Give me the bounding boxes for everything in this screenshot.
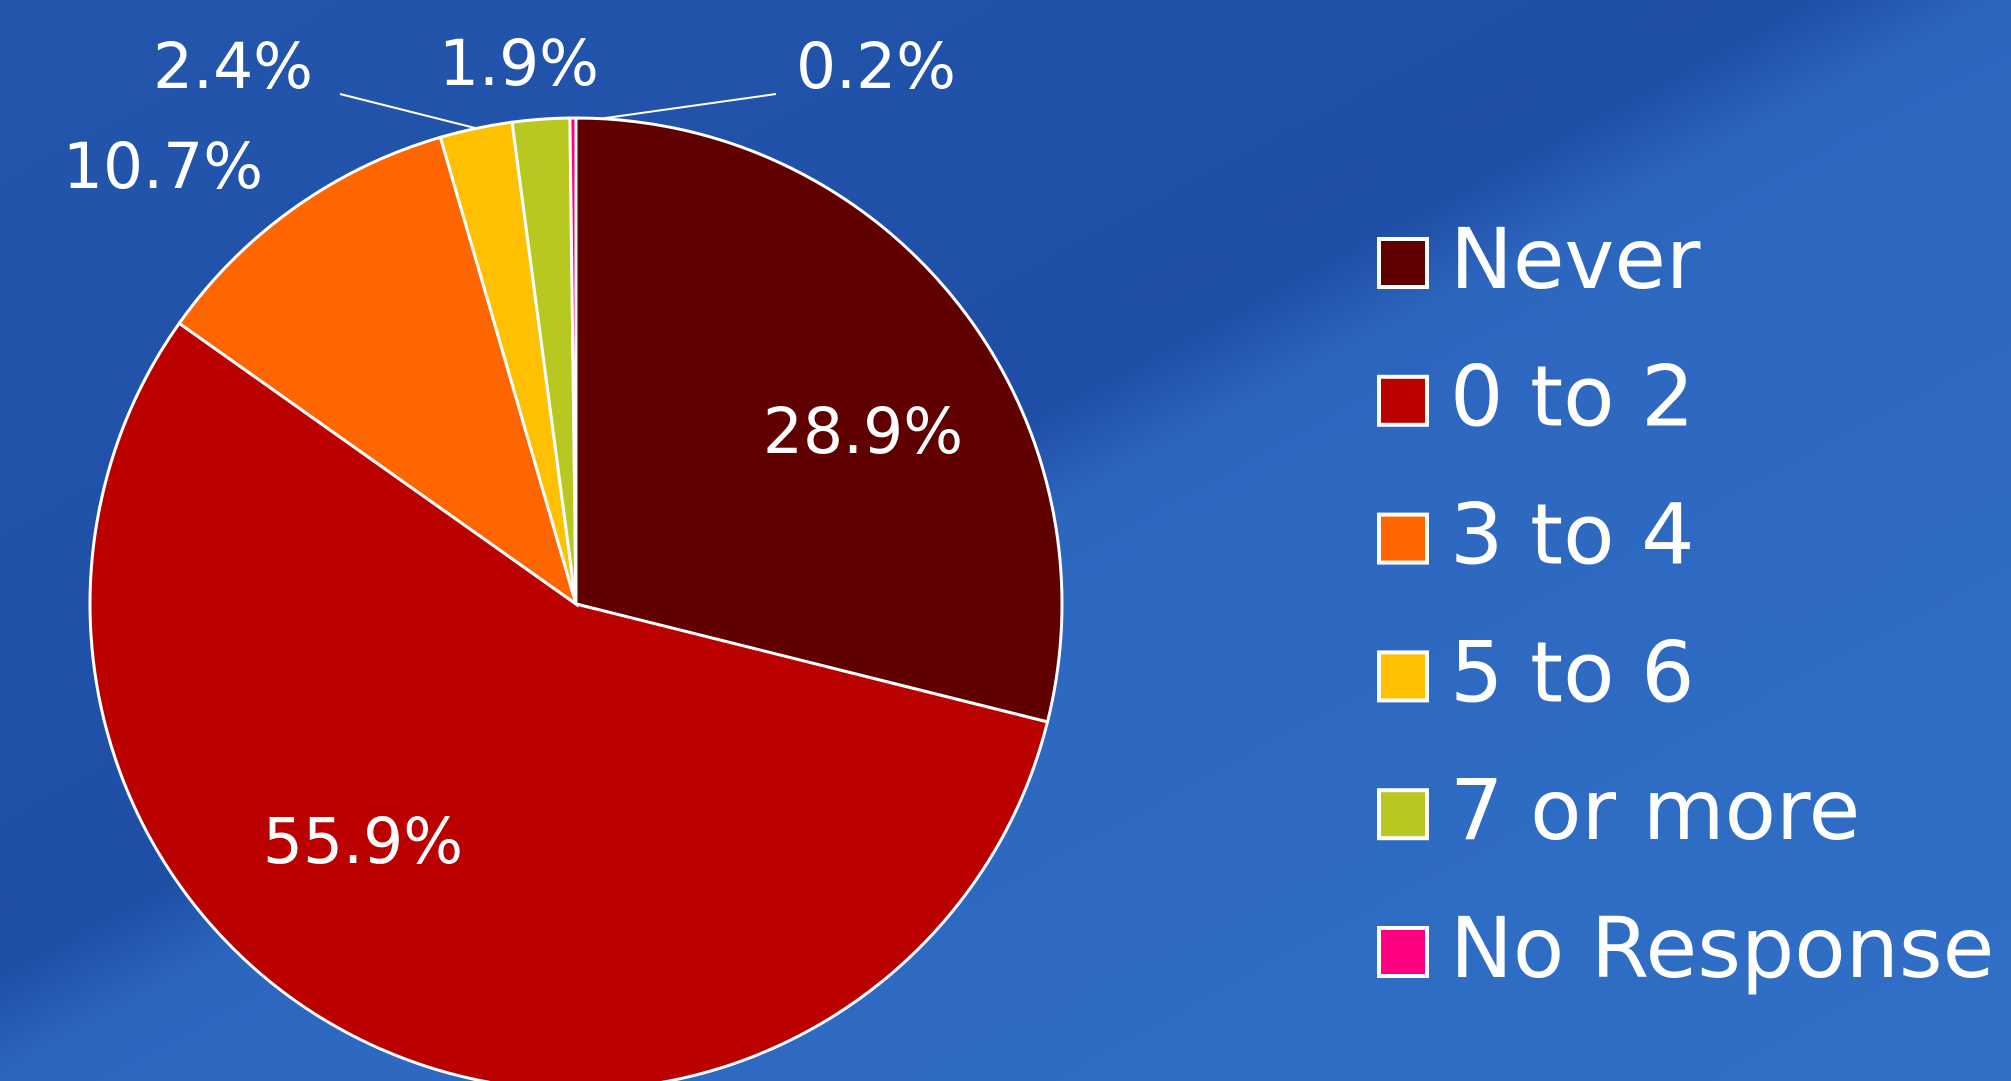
data-label: 55.9% xyxy=(263,805,463,878)
legend-swatch xyxy=(1377,650,1429,703)
data-label: 2.4% xyxy=(153,30,313,103)
legend-swatch xyxy=(1377,788,1429,841)
leader-line xyxy=(339,93,476,129)
legend-label: No Response xyxy=(1450,899,1994,997)
legend-swatch xyxy=(1377,512,1429,565)
data-label: 0.2% xyxy=(796,30,956,103)
legend-swatch xyxy=(1377,926,1429,978)
pie-slice xyxy=(88,321,1050,1081)
leader-line xyxy=(576,93,777,123)
pie-slice xyxy=(574,116,1064,724)
legend-label: 3 to 4 xyxy=(1450,486,1695,584)
legend-label: 7 or more xyxy=(1450,761,1860,859)
legend-swatch xyxy=(1377,374,1429,427)
legend-label: 5 to 6 xyxy=(1450,623,1695,721)
legend-label: 0 to 2 xyxy=(1450,348,1695,446)
legend-label: Never xyxy=(1450,210,1701,308)
legend-swatch xyxy=(1377,237,1429,289)
data-label: 1.9% xyxy=(439,27,599,100)
data-label: 28.9% xyxy=(763,395,963,468)
pie-slice xyxy=(568,116,578,605)
pie-slice xyxy=(177,135,579,608)
data-label: 10.7% xyxy=(63,130,263,203)
